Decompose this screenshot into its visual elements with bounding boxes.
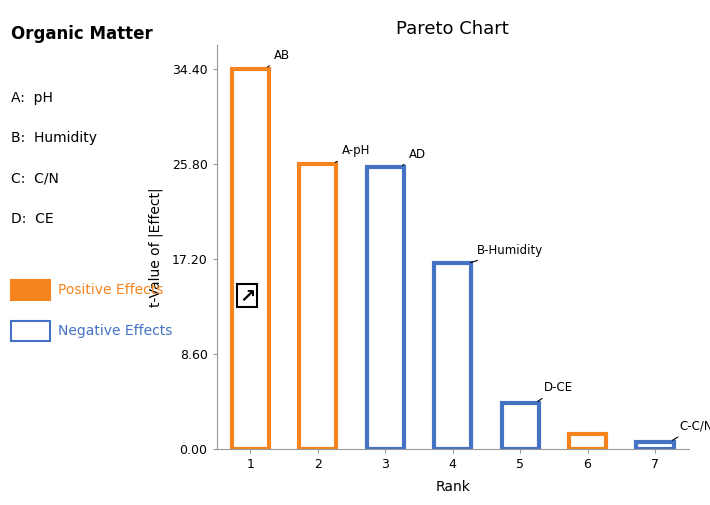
Text: ↗: ↗ bbox=[239, 286, 256, 306]
Text: AD: AD bbox=[403, 147, 426, 166]
Text: Positive Effects: Positive Effects bbox=[58, 283, 163, 297]
Text: B-Humidity: B-Humidity bbox=[471, 244, 543, 263]
Text: Negative Effects: Negative Effects bbox=[58, 324, 173, 338]
Bar bbox=[299, 164, 337, 449]
Bar bbox=[636, 442, 674, 449]
Y-axis label: t-Value of |Effect|: t-Value of |Effect| bbox=[149, 188, 163, 307]
Bar bbox=[434, 264, 471, 449]
Text: AB: AB bbox=[268, 49, 290, 67]
Bar bbox=[366, 167, 404, 449]
Title: Pareto Chart: Pareto Chart bbox=[396, 20, 509, 38]
Text: A-pH: A-pH bbox=[335, 144, 370, 163]
Bar bbox=[569, 434, 606, 449]
Text: C-C/N: C-C/N bbox=[672, 420, 710, 440]
Bar bbox=[231, 69, 269, 449]
Text: C:  C/N: C: C/N bbox=[11, 172, 58, 186]
X-axis label: Rank: Rank bbox=[435, 480, 470, 494]
Text: D-CE: D-CE bbox=[537, 381, 573, 401]
Text: Organic Matter: Organic Matter bbox=[11, 25, 153, 43]
Text: D:  CE: D: CE bbox=[11, 212, 53, 226]
Bar bbox=[501, 403, 539, 449]
Text: A:  pH: A: pH bbox=[11, 91, 53, 105]
Text: B:  Humidity: B: Humidity bbox=[11, 131, 97, 145]
